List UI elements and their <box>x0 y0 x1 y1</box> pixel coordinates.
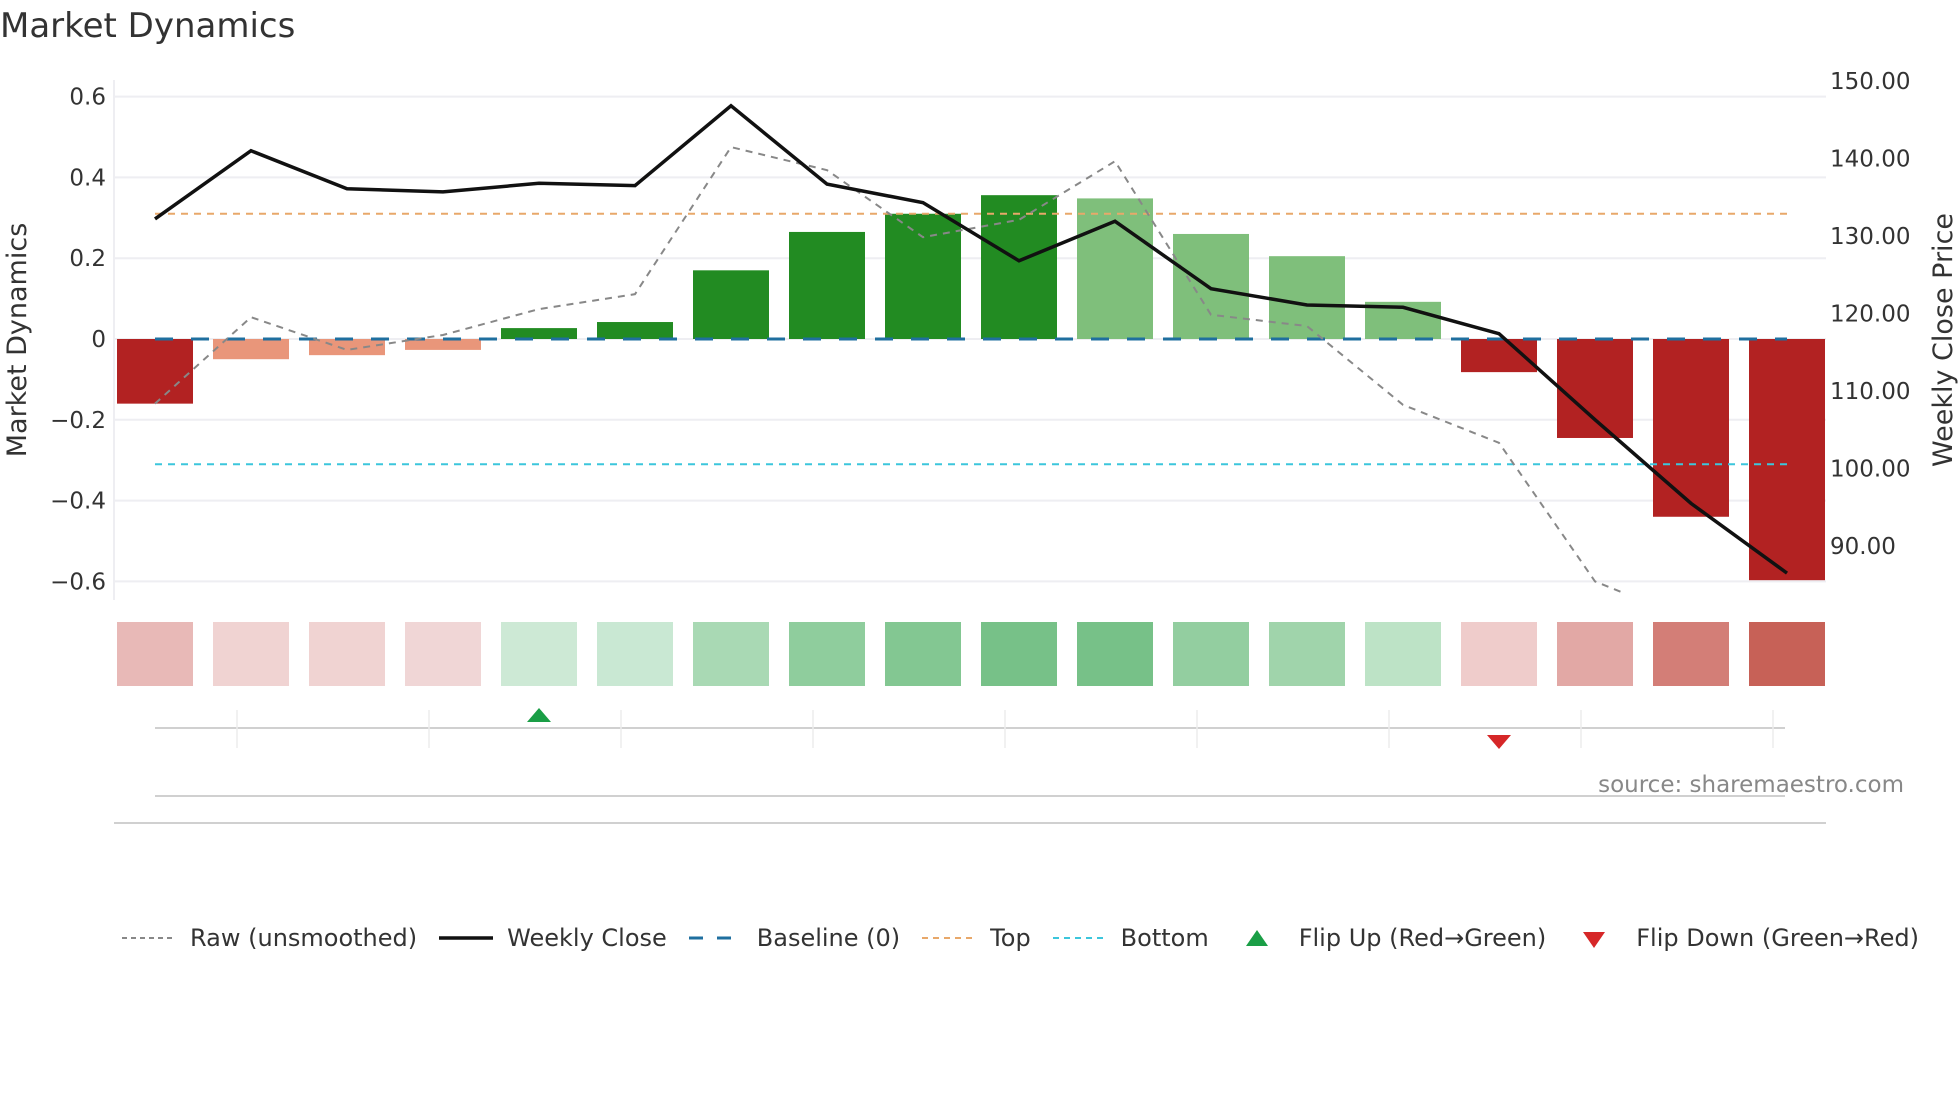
legend-item: Bottom <box>1051 924 1209 952</box>
left-tick-label: 0 <box>91 327 106 353</box>
left-axis-ticks: 0.6 0.4 0.2 0 −0.2 −0.4 −0.6 <box>50 85 106 596</box>
right-tick-label: 150.00 <box>1830 69 1910 95</box>
heat-cell <box>117 622 193 686</box>
legend-item: Flip Up (Red→Green) <box>1229 924 1547 952</box>
right-tick-label: 130.00 <box>1830 224 1910 250</box>
legend-item: Baseline (0) <box>687 924 900 952</box>
right-axis-ticks: 150.00 140.00 130.00 120.00 110.00 100.00 90.0… <box>1830 69 1910 560</box>
dynamics-bar <box>213 339 289 360</box>
heat-cell <box>405 622 481 686</box>
weekly-close-line <box>153 103 1789 575</box>
right-tick-label: 140.00 <box>1830 147 1910 173</box>
left-tick-label: 0.2 <box>69 246 106 272</box>
heat-cell <box>1365 622 1441 686</box>
dynamics-bar <box>981 195 1057 339</box>
legend-label: Raw (unsmoothed) <box>190 924 418 952</box>
right-tick-label: 120.00 <box>1830 302 1910 328</box>
dashed-blue-line-icon <box>687 926 745 950</box>
legend-item: Top <box>920 924 1031 952</box>
dotted-cyan-line-icon <box>1051 926 1109 950</box>
dynamics-bar <box>597 322 673 339</box>
legend-label: Bottom <box>1120 924 1209 952</box>
flip-up-marker <box>527 708 551 722</box>
dynamics-bar <box>117 339 193 404</box>
solid-black-line-icon <box>437 926 495 950</box>
left-tick-label: −0.2 <box>50 408 106 434</box>
heat-cell <box>1077 622 1153 686</box>
legend: Raw (unsmoothed) Weekly Close Baseline (0)… <box>120 924 1939 952</box>
series-lines <box>153 103 1789 595</box>
heat-cell <box>597 622 673 686</box>
heat-cell <box>981 622 1057 686</box>
heat-cell <box>1461 622 1537 686</box>
heat-cell <box>885 622 961 686</box>
left-tick-label: −0.4 <box>50 489 106 515</box>
heat-cell <box>501 622 577 686</box>
dotted-gray-line-icon <box>120 926 178 950</box>
right-tick-label: 110.00 <box>1830 379 1910 405</box>
chart-title: Market Dynamics <box>0 6 296 46</box>
dynamics-bar <box>405 339 481 350</box>
heat-strip <box>117 622 1825 686</box>
right-tick-label: 100.00 <box>1830 457 1910 483</box>
dynamics-bar <box>885 213 961 339</box>
heat-cell <box>309 622 385 686</box>
legend-item: Flip Down (Green→Red) <box>1566 924 1919 952</box>
heat-cell <box>1653 622 1729 686</box>
heat-cell <box>1269 622 1345 686</box>
flip-marker-track <box>114 708 1826 824</box>
legend-label: Baseline (0) <box>756 924 901 952</box>
heat-cell <box>1173 622 1249 686</box>
legend-item: Raw (unsmoothed) <box>120 924 417 952</box>
legend-label: Flip Down (Green→Red) <box>1636 924 1919 952</box>
legend-item: Weekly Close <box>437 924 667 952</box>
triangle-up-green-icon <box>1229 926 1287 950</box>
dynamics-bar <box>1269 256 1345 339</box>
dynamics-bar <box>1173 233 1249 339</box>
dotted-orange-line-icon <box>920 926 978 950</box>
dynamics-bar <box>789 231 865 339</box>
right-tick-label: 90.00 <box>1830 534 1896 560</box>
dynamics-bar <box>1749 339 1825 581</box>
heat-cell <box>1557 622 1633 686</box>
flip-down-marker <box>1487 735 1511 749</box>
dynamics-bar <box>501 328 577 339</box>
source-label: source: sharemaestro.com <box>1598 772 1904 798</box>
legend-label: Flip Up (Red→Green) <box>1298 924 1547 952</box>
left-tick-label: −0.6 <box>50 569 106 595</box>
raw-line <box>154 145 1626 595</box>
legend-label: Top <box>990 924 1031 952</box>
gridlines <box>113 80 1826 600</box>
dynamics-bar <box>693 270 769 339</box>
left-tick-label: 0.6 <box>69 85 106 111</box>
left-axis-title: Market Dynamics <box>2 223 33 458</box>
legend-label: Weekly Close <box>507 924 667 952</box>
heat-cell <box>693 622 769 686</box>
right-axis-title: Weekly Close Price <box>1928 213 1959 467</box>
heat-cell <box>213 622 289 686</box>
dynamics-bar <box>309 339 385 356</box>
heat-cell <box>1749 622 1825 686</box>
triangle-down-red-icon <box>1566 926 1624 950</box>
left-tick-label: 0.4 <box>69 165 106 191</box>
heat-cell <box>789 622 865 686</box>
dynamics-bar <box>1653 339 1729 517</box>
dynamics-bars <box>117 195 1825 581</box>
dynamics-bar <box>1557 339 1633 438</box>
